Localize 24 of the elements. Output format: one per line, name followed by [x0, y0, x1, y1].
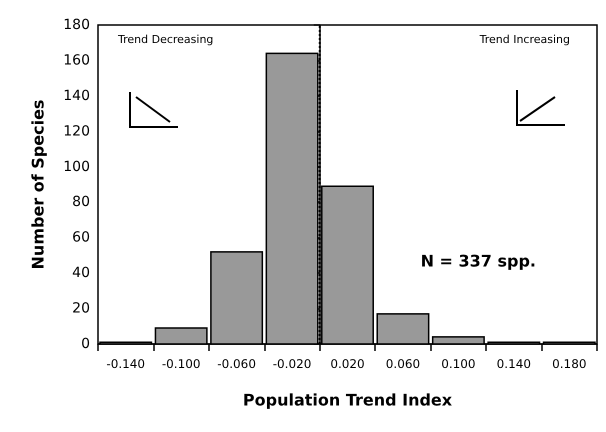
- annotation: N = 337 spp.: [420, 252, 536, 270]
- x-tick-label: -0.020: [272, 357, 312, 371]
- y-tick-label: 160: [63, 52, 90, 68]
- y-axis-title: Number of Species: [28, 100, 48, 270]
- x-tick-label: 0.100: [441, 357, 476, 371]
- y-tick-label: 180: [63, 17, 90, 33]
- y-tick-label: 20: [72, 300, 90, 317]
- x-tick-label: 0.180: [552, 357, 586, 371]
- y-tick-label: 60: [72, 230, 90, 246]
- x-tick-label: 0.020: [330, 357, 365, 371]
- y-tick-label: 120: [63, 123, 90, 140]
- y-tick-label: 0: [81, 336, 90, 352]
- y-tick-label: 140: [63, 88, 90, 104]
- y-tick-label: 100: [63, 158, 90, 175]
- x-tick-label: -0.100: [162, 357, 201, 371]
- annotation: Trend Decreasing: [117, 33, 214, 46]
- annotation: Trend Increasing: [478, 33, 570, 46]
- x-tick-label: -0.060: [217, 357, 256, 371]
- x-tick-label: 0.060: [386, 357, 420, 371]
- y-tick-label: 40: [72, 265, 90, 282]
- x-axis-title: Population Trend Index: [242, 390, 453, 410]
- x-tick-label: -0.140: [106, 357, 146, 371]
- x-tick-label: 0.140: [496, 357, 532, 371]
- y-tick-label: 80: [72, 194, 90, 210]
